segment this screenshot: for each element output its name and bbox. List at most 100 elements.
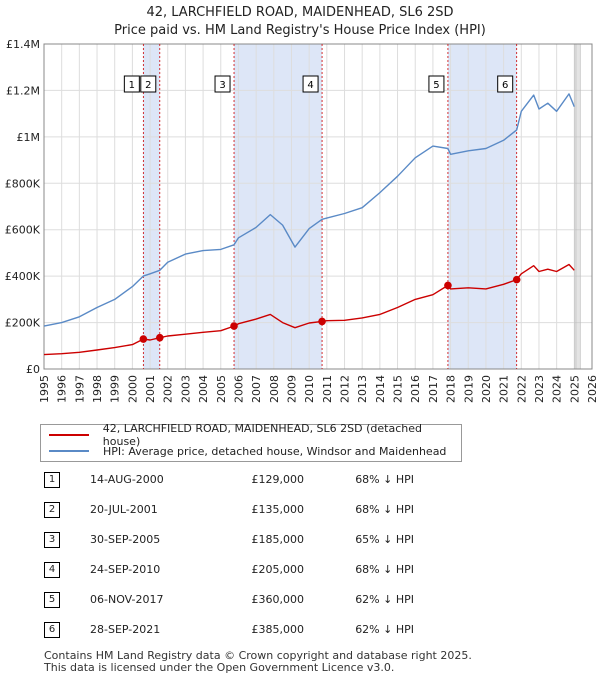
x-tick-label: 2018	[445, 375, 458, 403]
sale-date: 24-SEP-2010	[90, 563, 161, 576]
sale-hpi-diff: 62% ↓ HPI	[355, 593, 414, 606]
sale-hpi-diff: 68% ↓ HPI	[355, 563, 414, 576]
x-tick-label: 1995	[38, 375, 51, 403]
sale-point	[512, 275, 521, 284]
sale-price: £360,000	[251, 593, 305, 606]
plot-frame	[43, 43, 593, 370]
sale-marker-box	[302, 75, 319, 93]
sale-hpi-diff: 65% ↓ HPI	[355, 533, 414, 546]
x-tick-label: 2026	[586, 375, 599, 403]
sale-price: £385,000	[251, 623, 305, 636]
sale-number-badge: 3	[44, 532, 60, 548]
legend-item-hpi: HPI: Average price, detached house, Wind…	[49, 443, 446, 459]
footer-attribution: Contains HM Land Registry data © Crown c…	[44, 650, 472, 674]
y-tick-label: £0	[26, 363, 40, 376]
legend-item-property: 42, LARCHFIELD ROAD, MAIDENHEAD, SL6 2SD…	[49, 422, 461, 448]
x-tick-label: 2006	[232, 375, 245, 403]
x-tick-label: 2005	[215, 375, 228, 403]
x-tick-label: 1998	[91, 375, 104, 403]
sale-marker-number: 1	[129, 80, 135, 91]
sale-marker-number: 6	[502, 80, 508, 91]
shaded-period	[234, 44, 323, 369]
sale-number-badge: 6	[44, 622, 60, 638]
sale-date: 28-SEP-2021	[90, 623, 161, 636]
sale-marker-box	[214, 75, 231, 93]
sale-price: £129,000	[251, 473, 305, 486]
sale-point	[230, 322, 238, 330]
sale-marker-box	[428, 75, 445, 93]
x-tick-label: 2011	[321, 375, 334, 403]
chart-subtitle: Price paid vs. HM Land Registry's House …	[114, 23, 486, 38]
sale-marker-box	[497, 75, 514, 93]
y-tick-label: £600K	[5, 224, 41, 237]
x-tick-label: 2001	[144, 375, 157, 403]
sale-point	[444, 281, 452, 290]
y-tick-label: £800K	[5, 177, 41, 190]
x-tick-label: 2019	[462, 375, 475, 403]
sale-marker-number: 3	[219, 80, 225, 91]
sale-marker-box	[123, 75, 140, 93]
series-line-hpi	[43, 93, 575, 327]
chart-title: 42, LARCHFIELD ROAD, MAIDENHEAD, SL6 2SD	[146, 5, 454, 20]
sale-date: 20-JUL-2001	[90, 503, 158, 516]
sale-number-badge: 2	[44, 502, 60, 518]
sale-point	[155, 333, 164, 342]
sale-hpi-diff: 68% ↓ HPI	[355, 473, 414, 486]
y-tick-label: £1.4M	[6, 38, 40, 51]
x-tick-label: 2017	[427, 375, 440, 403]
legend-swatch-hpi	[49, 450, 89, 452]
sale-marker-number: 4	[307, 80, 313, 91]
x-tick-label: 2015	[392, 375, 405, 403]
x-tick-label: 2016	[409, 375, 422, 403]
table-row: 3 30-SEP-2005 £185,000 65% ↓ HPI	[44, 532, 564, 550]
x-tick-label: 2020	[480, 375, 493, 403]
x-tick-label: 2021	[498, 375, 511, 403]
sale-hpi-diff: 68% ↓ HPI	[355, 503, 414, 516]
x-tick-label: 2010	[303, 375, 316, 403]
x-tick-label: 2008	[268, 375, 281, 403]
legend-swatch-property	[49, 434, 89, 436]
x-tick-label: 2024	[551, 375, 564, 403]
table-row: 5 06-NOV-2017 £360,000 62% ↓ HPI	[44, 592, 564, 610]
sale-point	[139, 335, 148, 343]
sale-price: £205,000	[251, 563, 305, 576]
sale-hpi-diff: 62% ↓ HPI	[355, 623, 414, 636]
x-tick-label: 2009	[285, 375, 298, 403]
shaded-period	[143, 44, 160, 369]
sale-price: £185,000	[251, 533, 305, 546]
sale-date: 06-NOV-2017	[90, 593, 164, 606]
x-tick-label: 2000	[126, 375, 139, 403]
chart-title-block: 42, LARCHFIELD ROAD, MAIDENHEAD, SL6 2SD…	[0, 4, 600, 40]
y-tick-label: £1.2M	[6, 84, 40, 97]
table-row: 1 14-AUG-2000 £129,000 68% ↓ HPI	[44, 472, 564, 490]
x-tick-label: 2025	[568, 375, 581, 403]
x-tick-label: 1996	[56, 375, 69, 403]
x-tick-label: 1999	[109, 375, 122, 403]
sale-marker-number: 2	[145, 80, 151, 91]
table-row: 6 28-SEP-2021 £385,000 62% ↓ HPI	[44, 622, 564, 640]
sale-marker-number: 5	[433, 80, 439, 91]
sale-number-badge: 5	[44, 592, 60, 608]
y-tick-label: £1M	[17, 131, 41, 144]
x-tick-label: 2002	[162, 375, 175, 403]
x-tick-label: 2012	[339, 375, 352, 403]
sale-date: 30-SEP-2005	[90, 533, 161, 546]
sale-point	[318, 317, 326, 326]
y-tick-label: £400K	[5, 270, 41, 283]
x-tick-label: 2014	[374, 375, 387, 403]
sale-number-badge: 1	[44, 472, 60, 488]
price-chart: £0 £200K £400K £600K £800K £1M £1.2M £1.4M 1995 1…	[5, 38, 599, 403]
sale-marker-box	[140, 75, 157, 93]
x-tick-label: 2023	[533, 375, 546, 403]
y-tick-label: £200K	[5, 317, 41, 330]
sale-price: £135,000	[251, 503, 305, 516]
legend-label-hpi: HPI: Average price, detached house, Wind…	[103, 444, 447, 458]
sale-number-badge: 4	[44, 562, 60, 578]
shaded-period	[447, 44, 517, 369]
footer-line-copyright: Contains HM Land Registry data © Crown c…	[44, 649, 472, 662]
sale-date: 14-AUG-2000	[90, 473, 164, 486]
x-tick-label: 1997	[73, 375, 86, 403]
x-tick-label: 2004	[197, 375, 210, 403]
table-row: 4 24-SEP-2010 £205,000 68% ↓ HPI	[44, 562, 564, 580]
x-tick-label: 2003	[179, 375, 192, 403]
